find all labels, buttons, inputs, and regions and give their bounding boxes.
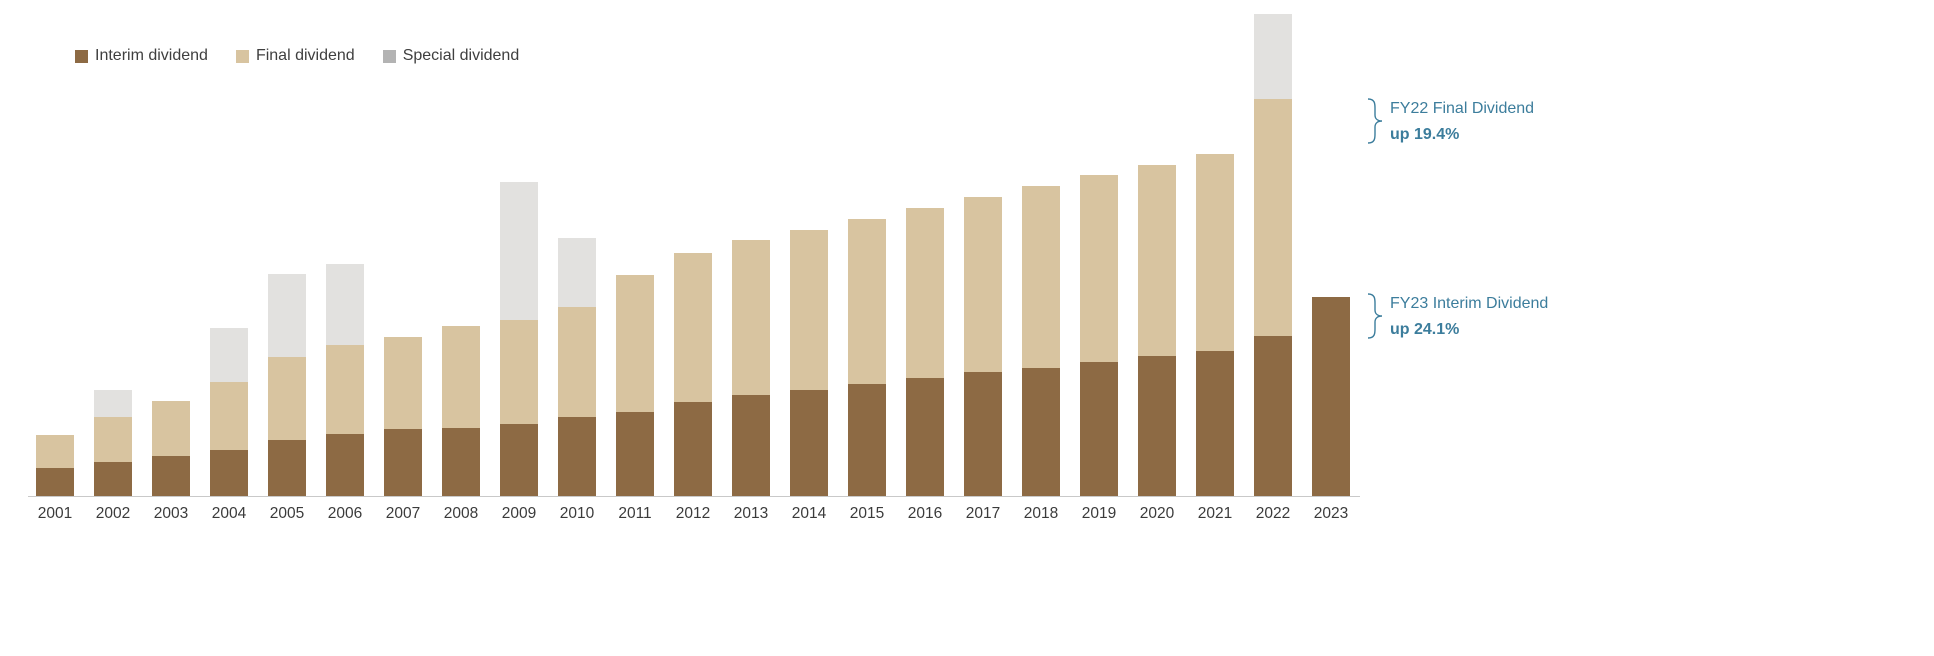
x-axis-label-2003: 2003 <box>153 505 189 522</box>
annotation-line1: FY23 Interim Dividend <box>1390 295 1549 312</box>
bar-segment-2006-interim[interactable] <box>326 433 364 496</box>
bar-segment-2012-interim[interactable] <box>674 401 712 496</box>
x-axis-label-2015: 2015 <box>849 505 885 522</box>
bar-segment-2016-final[interactable] <box>906 208 944 379</box>
bar-segment-2017-final[interactable] <box>964 197 1002 373</box>
x-axis-label-2021: 2021 <box>1197 505 1233 522</box>
x-axis-label-2007: 2007 <box>385 505 421 522</box>
bar-segment-2019-interim[interactable] <box>1080 362 1118 496</box>
legend-label: Interim dividend <box>95 47 208 64</box>
bar-segment-2005-final[interactable] <box>268 357 306 440</box>
bar-segment-2010-special[interactable] <box>558 238 596 307</box>
chart-legend: Interim dividend Final dividend Special … <box>75 47 519 65</box>
bar-segment-2002-special[interactable] <box>94 390 132 418</box>
bar-segment-2007-interim[interactable] <box>384 429 422 496</box>
bar-segment-2005-special[interactable] <box>268 273 306 358</box>
x-axis-label-2011: 2011 <box>618 505 652 522</box>
bar-segment-2011-interim[interactable] <box>616 411 654 496</box>
annotation-fy23-interim-dividend: FY23 Interim Dividend up 24.1% <box>1366 291 1548 342</box>
bar-segment-2015-interim[interactable] <box>848 384 886 496</box>
brace-icon <box>1367 293 1383 339</box>
legend-item-final-dividend[interactable]: Final dividend <box>235 47 355 65</box>
legend-item-special-dividend[interactable]: Special dividend <box>382 47 520 65</box>
bar-segment-2022-special[interactable] <box>1254 14 1292 100</box>
annotation-line2: up 19.4% <box>1390 125 1460 143</box>
bar-segment-2020-interim[interactable] <box>1138 356 1176 496</box>
bar-segment-2009-special[interactable] <box>500 182 538 321</box>
legend-item-interim-dividend[interactable]: Interim dividend <box>75 47 208 65</box>
x-axis-line <box>28 496 1360 497</box>
x-axis-label-2012: 2012 <box>675 505 711 522</box>
x-axis-label-2020: 2020 <box>1139 505 1175 522</box>
annotation-text: FY23 Interim Dividend up 24.1% <box>1390 291 1548 342</box>
x-axis-label-2010: 2010 <box>559 505 595 522</box>
bar-segment-2018-final[interactable] <box>1022 186 1060 369</box>
bar-segment-2004-special[interactable] <box>210 327 248 383</box>
bar-segment-2003-interim[interactable] <box>152 455 190 496</box>
bar-segment-2008-interim[interactable] <box>442 427 480 496</box>
bar-segment-2008-final[interactable] <box>442 325 480 428</box>
bar-segment-2010-final[interactable] <box>558 306 596 418</box>
x-axis-label-2014: 2014 <box>791 505 827 522</box>
x-axis-label-2002: 2002 <box>95 505 131 522</box>
bar-segment-2022-final[interactable] <box>1254 99 1292 336</box>
bar-segment-2023-interim[interactable] <box>1312 296 1350 496</box>
bar-segment-2009-final[interactable] <box>500 320 538 424</box>
special-dividend-swatch-icon <box>382 49 396 63</box>
x-axis-label-2019: 2019 <box>1081 505 1117 522</box>
brace-icon <box>1367 98 1383 144</box>
bar-segment-2015-final[interactable] <box>848 219 886 385</box>
bar-segment-2004-final[interactable] <box>210 382 248 450</box>
bar-segment-2006-final[interactable] <box>326 345 364 434</box>
bar-segment-2013-interim[interactable] <box>732 395 770 496</box>
x-axis-label-2017: 2017 <box>965 505 1001 522</box>
x-axis-label-2022: 2022 <box>1255 505 1291 522</box>
annotation-fy22-final-dividend: FY22 Final Dividend up 19.4% <box>1366 96 1534 147</box>
x-axis-label-2016: 2016 <box>907 505 943 522</box>
bar-segment-2013-final[interactable] <box>732 240 770 396</box>
bar-segment-2014-interim[interactable] <box>790 390 828 496</box>
annotation-line2: up 24.1% <box>1390 320 1460 338</box>
legend-label: Special dividend <box>402 47 520 64</box>
bar-segment-2021-interim[interactable] <box>1196 350 1234 496</box>
x-axis-label-2006: 2006 <box>327 505 363 522</box>
x-axis-label-2008: 2008 <box>443 505 479 522</box>
bar-segment-2014-final[interactable] <box>790 230 828 391</box>
x-axis-label-2018: 2018 <box>1023 505 1059 522</box>
bar-segment-2002-final[interactable] <box>94 417 132 462</box>
bar-segment-2004-interim[interactable] <box>210 449 248 496</box>
bar-segment-2003-final[interactable] <box>152 401 190 456</box>
x-axis-label-2009: 2009 <box>501 505 537 522</box>
annotation-line1: FY22 Final Dividend <box>1390 100 1535 117</box>
x-axis-label-2001: 2001 <box>37 505 73 522</box>
bar-segment-2018-interim[interactable] <box>1022 368 1060 496</box>
interim-dividend-swatch-icon <box>75 49 88 63</box>
x-axis-label-2004: 2004 <box>211 505 247 522</box>
x-axis-label-2005: 2005 <box>269 505 305 522</box>
bar-segment-2001-final[interactable] <box>36 434 74 469</box>
bar-segment-2016-interim[interactable] <box>906 378 944 496</box>
bar-segment-2009-interim[interactable] <box>500 423 538 496</box>
bar-segment-2007-final[interactable] <box>384 336 422 430</box>
x-axis-label-2013: 2013 <box>733 505 769 522</box>
bar-segment-2019-final[interactable] <box>1080 175 1118 363</box>
bar-segment-2011-final[interactable] <box>616 274 654 412</box>
bar-segment-2022-interim[interactable] <box>1254 335 1292 496</box>
bar-segment-2010-interim[interactable] <box>558 417 596 496</box>
bar-segment-2002-interim[interactable] <box>94 461 132 496</box>
annotation-text: FY22 Final Dividend up 19.4% <box>1390 96 1534 147</box>
legend-label: Final dividend <box>255 47 355 64</box>
x-axis-label-2023: 2023 <box>1313 505 1349 522</box>
bar-segment-2005-interim[interactable] <box>268 439 306 496</box>
bar-segment-2021-final[interactable] <box>1196 153 1234 351</box>
final-dividend-swatch-icon <box>235 49 249 63</box>
bar-segment-2020-final[interactable] <box>1138 164 1176 357</box>
bar-segment-2001-interim[interactable] <box>36 468 74 496</box>
bar-segment-2012-final[interactable] <box>674 252 712 402</box>
bar-segment-2017-interim[interactable] <box>964 372 1002 496</box>
bar-segment-2006-special[interactable] <box>326 263 364 346</box>
